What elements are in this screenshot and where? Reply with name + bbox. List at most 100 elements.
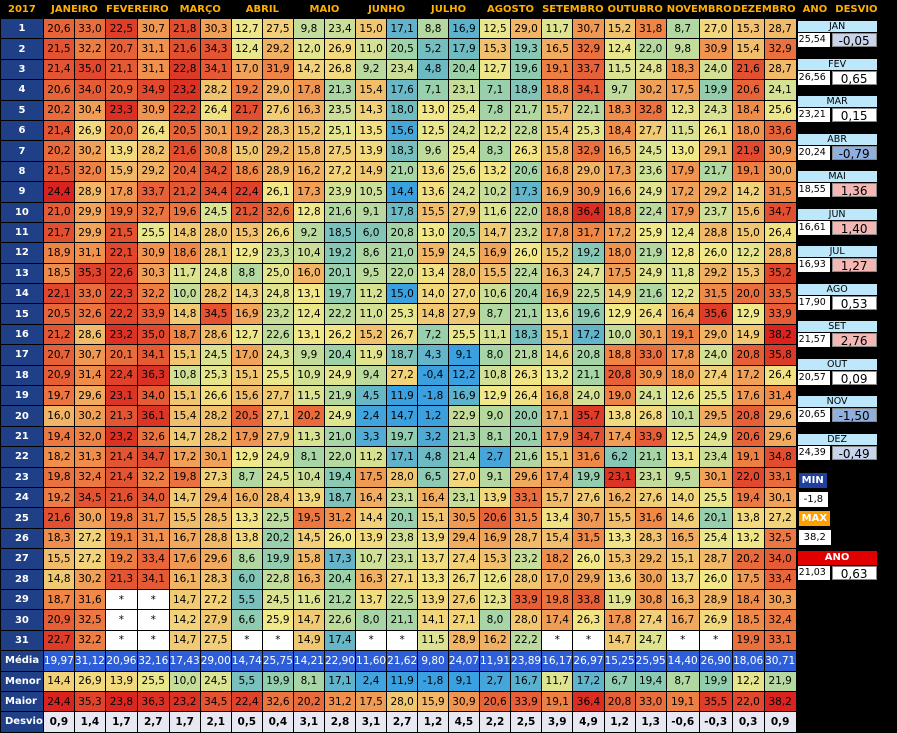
summary-value: 19,1 bbox=[665, 690, 700, 713]
month-summary-block: DEZ 24,39 -0,49 bbox=[797, 432, 877, 470]
max-temp-cell: 28,3 bbox=[199, 568, 232, 590]
day-number: 15 bbox=[0, 303, 44, 325]
max-temp-cell: 21,1 bbox=[386, 609, 419, 631]
day-number: 16 bbox=[0, 323, 44, 346]
min-temp-cell: * bbox=[104, 629, 138, 652]
summary-row: Média 19,97 31,12 20,96 32,16 17,43 29,00 14,74… bbox=[0, 650, 879, 672]
max-temp-cell: 29,2 bbox=[698, 262, 733, 285]
max-temp-cell: 22,5 bbox=[261, 507, 294, 529]
month-abbrev: JAN bbox=[797, 21, 877, 32]
min-temp-cell: 12,7 bbox=[230, 323, 263, 346]
max-temp-cell: 16,9 bbox=[447, 17, 480, 40]
min-temp-cell: 3,2 bbox=[417, 425, 449, 448]
summary-value: 25,75 bbox=[261, 650, 294, 672]
max-temp-cell: 30,4 bbox=[73, 99, 106, 121]
max-temp-cell: 24,1 bbox=[634, 385, 667, 407]
max-temp-cell: 22,2 bbox=[323, 303, 357, 325]
max-temp-cell: 25,3 bbox=[199, 364, 232, 387]
max-temp-cell: 17,3 bbox=[510, 181, 543, 203]
min-temp-cell: 15,1 bbox=[168, 344, 201, 366]
max-temp-cell: 27,0 bbox=[447, 283, 480, 305]
min-temp-cell: 20,2 bbox=[42, 140, 75, 162]
max-temp-cell: 21,1 bbox=[510, 303, 543, 325]
max-temp-cell: 21,2 bbox=[323, 588, 357, 611]
max-temp-cell: 28,2 bbox=[199, 405, 232, 427]
max-temp-cell: 27,3 bbox=[199, 466, 232, 488]
max-temp-cell: 26,3 bbox=[510, 364, 543, 387]
max-temp-cell: 19,2 bbox=[323, 242, 357, 264]
min-temp-cell: 3,3 bbox=[355, 425, 388, 448]
min-temp-cell: 17,5 bbox=[665, 79, 700, 101]
summary-value: 13,9 bbox=[104, 670, 138, 692]
summary-value: 11,91 bbox=[478, 650, 512, 672]
min-temp-cell: 21,5 bbox=[42, 160, 75, 183]
min-temp-cell: 13,4 bbox=[417, 262, 449, 285]
max-temp-cell: 22,8 bbox=[510, 119, 543, 142]
max-temp-cell: 24,3 bbox=[261, 344, 294, 366]
max-temp-cell: 25,6 bbox=[763, 99, 797, 121]
min-temp-cell: 8,1 bbox=[478, 425, 512, 448]
max-temp-cell: 28,7 bbox=[510, 527, 543, 550]
month-abbrev: MAR bbox=[797, 96, 877, 107]
max-temp-cell: 21,6 bbox=[323, 201, 357, 223]
extreme-min-value: -1,8 bbox=[798, 492, 829, 507]
min-temp-cell: 17,0 bbox=[230, 58, 263, 81]
min-temp-cell: 13,8 bbox=[230, 527, 263, 550]
max-temp-cell: 23,8 bbox=[386, 527, 419, 550]
max-temp-cell: 31,5 bbox=[572, 527, 605, 550]
max-temp-cell: 24,9 bbox=[323, 405, 357, 427]
max-temp-cell: 30,9 bbox=[572, 181, 605, 203]
min-temp-cell: 1,2 bbox=[417, 405, 449, 427]
max-temp-cell: 26,4 bbox=[763, 221, 797, 244]
summary-value: 21,9 bbox=[763, 670, 797, 692]
min-temp-cell: 13,5 bbox=[355, 119, 388, 142]
min-temp-cell: 16,9 bbox=[541, 283, 574, 305]
min-temp-cell: 20,5 bbox=[168, 119, 201, 142]
min-temp-cell: 18,4 bbox=[603, 119, 636, 142]
max-temp-cell: 26,8 bbox=[634, 405, 667, 427]
max-temp-cell: 33,9 bbox=[763, 303, 797, 325]
summary-value: 4,9 bbox=[572, 711, 605, 733]
min-temp-cell: 8,6 bbox=[355, 242, 388, 264]
min-temp-cell: 14,6 bbox=[665, 507, 700, 529]
day-row: 28 14,8 30,2 21,3 34,1 16,1 28,3 6,0 22,8 16,3 20,… bbox=[0, 568, 879, 590]
min-temp-cell: 20,6 bbox=[478, 507, 512, 529]
max-temp-cell: 28,9 bbox=[261, 160, 294, 183]
min-temp-cell: 7,8 bbox=[478, 99, 512, 121]
summary-value: 32,16 bbox=[136, 650, 170, 672]
summary-value: 20,2 bbox=[292, 690, 325, 713]
min-temp-cell: 9,8 bbox=[665, 38, 700, 60]
max-temp-cell: 27,5 bbox=[199, 629, 232, 652]
max-temp-cell: 36,3 bbox=[136, 364, 170, 387]
min-temp-cell: 19,8 bbox=[104, 507, 138, 529]
min-temp-cell: 15,5 bbox=[417, 201, 449, 223]
month-summary-block: SET 21,57 2,76 bbox=[797, 319, 877, 357]
min-temp-cell: 13,0 bbox=[417, 221, 449, 244]
max-temp-cell: 20,0 bbox=[510, 405, 543, 427]
max-temp-cell: 32,9 bbox=[572, 140, 605, 162]
max-temp-cell: 30,7 bbox=[136, 17, 170, 40]
min-temp-cell: 20,9 bbox=[42, 609, 75, 631]
max-temp-cell: 19,9 bbox=[572, 466, 605, 488]
min-temp-cell: 20,5 bbox=[42, 303, 75, 325]
min-temp-cell: 14,7 bbox=[603, 629, 636, 652]
min-temp-cell: 12,9 bbox=[731, 303, 765, 325]
summary-value: 28,0 bbox=[386, 690, 419, 713]
max-temp-cell: 26,0 bbox=[698, 242, 733, 264]
min-temp-cell: 9,1 bbox=[478, 466, 512, 488]
max-temp-cell: 27,0 bbox=[698, 17, 733, 40]
min-temp-cell: 22,0 bbox=[731, 466, 765, 488]
max-temp-cell: 30,2 bbox=[73, 405, 106, 427]
max-temp-cell: 24,9 bbox=[634, 181, 667, 203]
summary-value: 20,96 bbox=[104, 650, 138, 672]
min-temp-cell: 13,3 bbox=[417, 568, 449, 590]
max-temp-cell: 9,1 bbox=[447, 344, 480, 366]
month-header: JUNHO bbox=[355, 0, 419, 19]
day-number: 10 bbox=[0, 201, 44, 223]
max-temp-cell: 29,6 bbox=[73, 385, 106, 407]
month-abbrev: DEZ bbox=[797, 433, 877, 445]
max-temp-cell: 33,5 bbox=[763, 283, 797, 305]
max-temp-cell: 20,1 bbox=[323, 262, 357, 285]
max-temp-cell: 24,1 bbox=[763, 79, 797, 101]
min-temp-cell: 20,6 bbox=[731, 79, 765, 101]
